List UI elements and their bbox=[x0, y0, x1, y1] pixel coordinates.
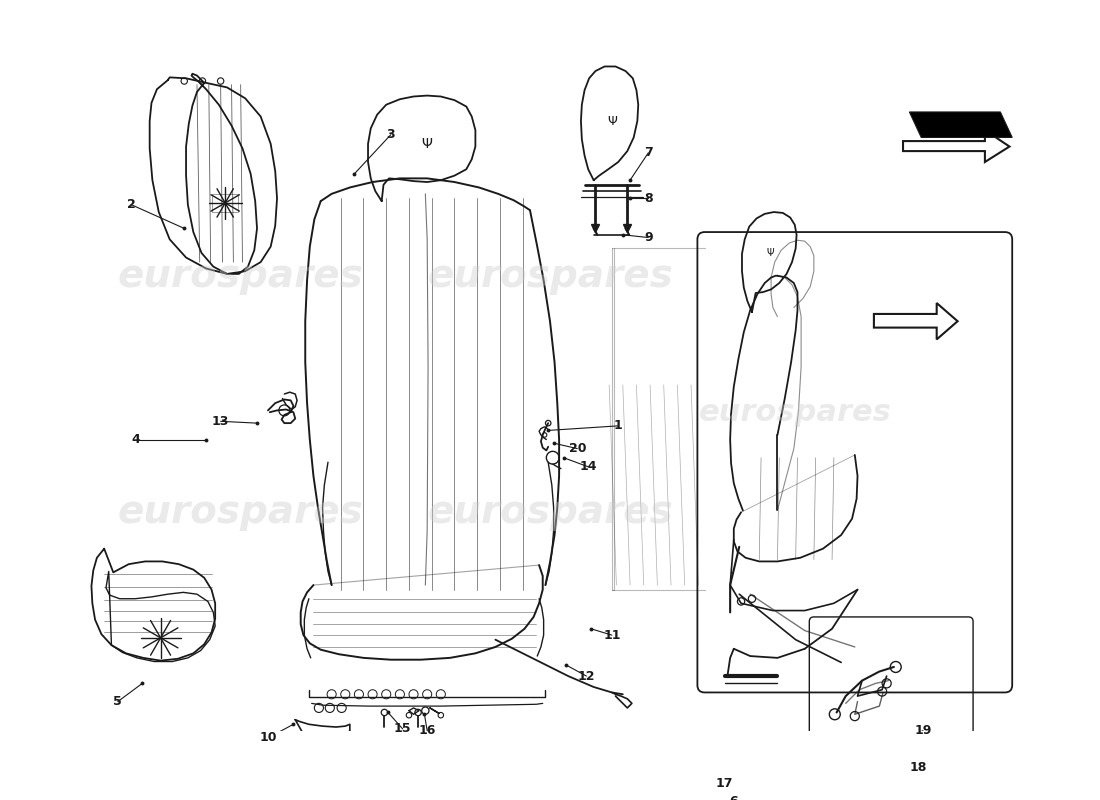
Text: Ψ: Ψ bbox=[607, 114, 617, 127]
Polygon shape bbox=[910, 112, 1012, 138]
Text: eurospares: eurospares bbox=[118, 257, 363, 294]
Text: eurospares: eurospares bbox=[427, 257, 673, 294]
Text: 16: 16 bbox=[418, 724, 436, 737]
Text: 1: 1 bbox=[614, 419, 623, 432]
Text: 9: 9 bbox=[644, 231, 652, 244]
Text: eurospares: eurospares bbox=[118, 494, 363, 531]
Text: 2: 2 bbox=[128, 198, 135, 211]
Text: 3: 3 bbox=[386, 128, 395, 142]
Text: 20: 20 bbox=[569, 442, 586, 455]
Text: 6: 6 bbox=[729, 795, 738, 800]
Text: Ψ: Ψ bbox=[421, 137, 432, 151]
Text: 12: 12 bbox=[578, 670, 595, 682]
Polygon shape bbox=[873, 303, 958, 339]
Text: 17: 17 bbox=[716, 777, 734, 790]
Text: eurospares: eurospares bbox=[427, 494, 673, 531]
Text: eurospares: eurospares bbox=[700, 398, 892, 426]
Text: 10: 10 bbox=[260, 731, 277, 745]
Text: 13: 13 bbox=[212, 415, 229, 428]
Text: 8: 8 bbox=[644, 192, 652, 205]
Text: 15: 15 bbox=[394, 722, 411, 735]
Text: 4: 4 bbox=[132, 433, 141, 446]
Text: Ψ: Ψ bbox=[767, 248, 774, 258]
Text: 19: 19 bbox=[914, 724, 932, 737]
Polygon shape bbox=[903, 130, 1010, 162]
Text: 5: 5 bbox=[113, 695, 122, 708]
Text: 11: 11 bbox=[603, 629, 620, 642]
Text: 18: 18 bbox=[910, 761, 927, 774]
Text: 14: 14 bbox=[580, 460, 597, 474]
Text: 7: 7 bbox=[644, 146, 652, 159]
